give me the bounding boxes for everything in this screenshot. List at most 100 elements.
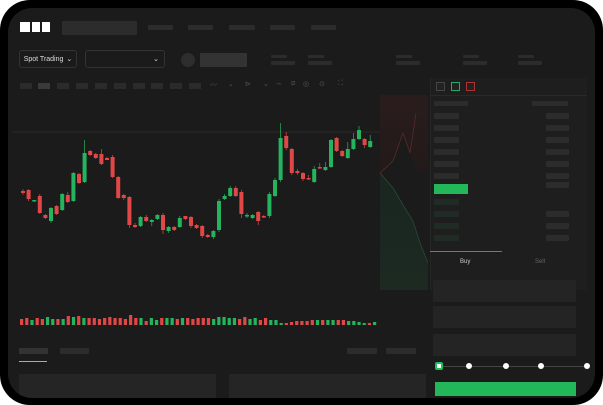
volume-bar: [134, 318, 138, 325]
volume-bar: [175, 319, 179, 325]
candle: [65, 192, 70, 203]
timeframe-button[interactable]: [57, 83, 69, 89]
candlestick-chart[interactable]: [8, 93, 428, 333]
volume-bar: [269, 320, 273, 325]
candle: [306, 175, 311, 180]
depth-asks-area: [380, 95, 428, 173]
candle: [32, 200, 37, 202]
ruler-icon[interactable]: ⧄: [291, 80, 296, 87]
line-tool-icon[interactable]: ∼: [276, 81, 282, 88]
stat-label: [463, 55, 479, 58]
volume-bar: [212, 319, 216, 325]
candle: [239, 190, 244, 218]
candle-body: [278, 138, 283, 180]
indicator-icon[interactable]: 〰: [210, 82, 217, 89]
bid-price[interactable]: [434, 199, 459, 205]
order-book-both-icon[interactable]: [436, 82, 445, 91]
candle: [368, 135, 373, 148]
candle-body: [334, 138, 339, 151]
ask-price[interactable]: [434, 137, 459, 143]
ask-price[interactable]: [434, 125, 459, 131]
slider-stop-25[interactable]: [466, 363, 472, 369]
order-book-asks-icon[interactable]: [466, 82, 475, 91]
settings-icon[interactable]: ⊙: [319, 81, 325, 88]
candle-body: [317, 167, 322, 169]
tab-sell[interactable]: Sell: [535, 259, 546, 265]
chevron-down-icon[interactable]: ⌄: [228, 81, 234, 88]
ask-price[interactable]: [434, 113, 459, 119]
candle: [105, 157, 109, 160]
ask-price[interactable]: [434, 161, 459, 167]
nav-item[interactable]: [311, 25, 336, 30]
chevron-down-icon: ⌄: [153, 56, 159, 63]
volume-bar: [87, 318, 91, 325]
order-book-bids-icon[interactable]: [451, 82, 460, 91]
volume-bar: [289, 322, 294, 325]
bid-amount: [546, 235, 569, 241]
search-bar[interactable]: [62, 21, 137, 35]
candle: [217, 199, 221, 232]
slider-handle[interactable]: [435, 362, 443, 370]
buy-button[interactable]: [435, 382, 576, 396]
candle: [88, 150, 93, 156]
timeframe-button[interactable]: [95, 83, 107, 89]
timeframe-button[interactable]: [114, 83, 126, 89]
timeframe-button[interactable]: [170, 83, 182, 89]
nav-item[interactable]: [270, 25, 295, 30]
candle: [161, 213, 165, 234]
timeframe-button[interactable]: [189, 83, 201, 89]
volume-bar: [25, 318, 29, 325]
filter-button[interactable]: [386, 348, 416, 354]
timeframe-button[interactable]: [38, 83, 50, 89]
candle: [351, 133, 356, 150]
bid-price[interactable]: [434, 235, 459, 241]
bid-price[interactable]: [434, 223, 459, 229]
candle-body: [345, 149, 350, 158]
price-input[interactable]: [433, 280, 576, 302]
timeframe-button[interactable]: [133, 83, 145, 89]
filter-button[interactable]: [347, 348, 377, 354]
volume-bar: [92, 318, 96, 325]
amount-input[interactable]: [433, 306, 576, 328]
total-input[interactable]: [433, 334, 576, 356]
ask-price[interactable]: [434, 149, 459, 155]
candle: [256, 211, 261, 225]
volume-bar: [336, 320, 340, 325]
okx-logo[interactable]: [20, 22, 50, 32]
candle-body: [250, 215, 255, 218]
chevron-down-icon[interactable]: ⌄: [263, 81, 269, 88]
draw-tool-icon[interactable]: ⊳: [245, 81, 251, 88]
candle-body: [211, 231, 216, 237]
nav-item[interactable]: [188, 25, 213, 30]
slider-stop-50[interactable]: [503, 363, 509, 369]
pair-dropdown[interactable]: ⌄: [85, 50, 165, 68]
tab-buy[interactable]: Buy: [460, 259, 471, 265]
slider-stop-75[interactable]: [538, 363, 544, 369]
timeframe-button[interactable]: [76, 83, 88, 89]
fullscreen-icon[interactable]: ⛶: [338, 80, 343, 87]
tab-open-orders[interactable]: [19, 348, 48, 354]
nav-item[interactable]: [229, 25, 255, 30]
spot-trading-label: Spot Trading: [23, 55, 64, 63]
candle-body: [166, 227, 171, 231]
candle: [278, 123, 283, 182]
bid-price[interactable]: [434, 211, 459, 217]
amount-slider[interactable]: [438, 366, 588, 367]
candle: [222, 194, 227, 200]
stat-value: [463, 61, 487, 65]
candle-body: [267, 194, 272, 216]
timeframe-button[interactable]: [151, 83, 163, 89]
volume-bar: [373, 322, 377, 325]
slider-stop-100[interactable]: [584, 363, 590, 369]
timeframe-button[interactable]: [20, 83, 32, 89]
spot-trading-button[interactable]: Spot Trading ⌄: [19, 50, 77, 68]
ask-price[interactable]: [434, 173, 459, 179]
candle-body: [256, 212, 261, 221]
candle-body: [368, 141, 373, 147]
nav-item[interactable]: [148, 25, 173, 30]
tab-order-history[interactable]: [60, 348, 89, 354]
candle: [110, 155, 115, 178]
camera-icon[interactable]: ◎: [303, 81, 310, 88]
volume-bar: [253, 318, 257, 325]
last-price-highlight[interactable]: [434, 184, 468, 194]
